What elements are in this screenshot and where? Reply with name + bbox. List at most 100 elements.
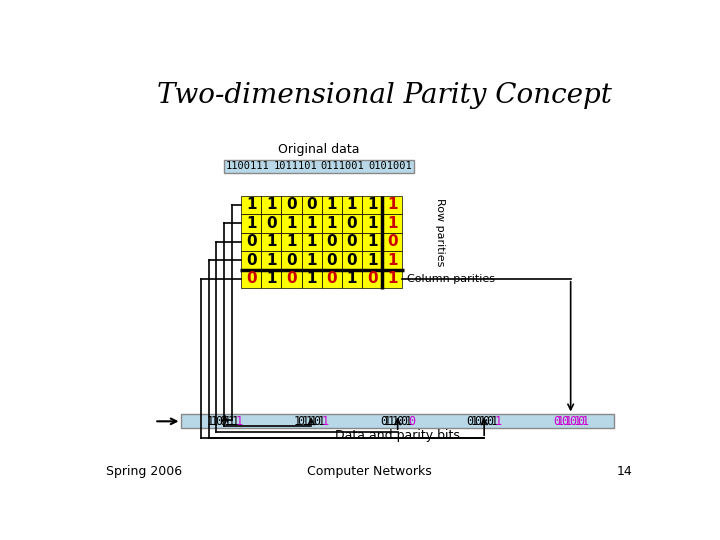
- Text: 0: 0: [219, 415, 226, 428]
- Text: 1: 1: [307, 272, 317, 286]
- Bar: [261, 214, 282, 233]
- Text: 1: 1: [266, 198, 276, 212]
- Bar: [342, 195, 362, 214]
- Bar: [224, 160, 414, 173]
- Text: 1: 1: [246, 198, 256, 212]
- Text: 0: 0: [314, 415, 321, 428]
- Bar: [322, 214, 342, 233]
- Text: Two-dimensional Parity Concept: Two-dimensional Parity Concept: [157, 82, 612, 109]
- Text: 1: 1: [327, 198, 337, 212]
- Text: 1: 1: [287, 216, 297, 231]
- Text: 1: 1: [307, 253, 317, 268]
- Text: 1: 1: [470, 415, 477, 428]
- Bar: [382, 251, 402, 269]
- Bar: [302, 214, 322, 233]
- Text: 0: 0: [577, 415, 585, 428]
- Text: 1: 1: [322, 415, 329, 428]
- Bar: [362, 195, 382, 214]
- Bar: [382, 214, 402, 233]
- Text: 1: 1: [223, 415, 230, 428]
- Text: 0: 0: [306, 198, 317, 212]
- Text: 0111001: 0111001: [321, 161, 364, 171]
- Text: 1: 1: [327, 216, 337, 231]
- Text: 0: 0: [297, 415, 305, 428]
- Bar: [342, 269, 362, 288]
- Text: Original data: Original data: [278, 144, 360, 157]
- Text: 0: 0: [408, 415, 415, 428]
- Bar: [362, 269, 382, 288]
- Text: 1: 1: [367, 253, 377, 268]
- Bar: [342, 251, 362, 269]
- Text: 1: 1: [565, 415, 572, 428]
- Bar: [322, 269, 342, 288]
- Text: 0: 0: [286, 272, 297, 286]
- Bar: [342, 233, 362, 251]
- Bar: [342, 214, 362, 233]
- Text: 0: 0: [346, 253, 357, 268]
- Bar: [282, 233, 302, 251]
- Text: Computer Networks: Computer Networks: [307, 465, 431, 478]
- Bar: [302, 195, 322, 214]
- Text: 1: 1: [228, 415, 235, 428]
- Text: 0: 0: [326, 253, 337, 268]
- Text: 1: 1: [367, 234, 377, 249]
- Text: 0: 0: [346, 234, 357, 249]
- Bar: [282, 251, 302, 269]
- Text: 1: 1: [307, 234, 317, 249]
- Text: 1: 1: [495, 415, 502, 428]
- Bar: [241, 269, 261, 288]
- Text: 1: 1: [235, 415, 243, 428]
- Text: 1: 1: [387, 253, 397, 268]
- Text: 1: 1: [479, 415, 486, 428]
- Text: 1: 1: [367, 198, 377, 212]
- Text: 0: 0: [366, 272, 377, 286]
- Text: Data and parity bits: Data and parity bits: [336, 429, 460, 442]
- Bar: [302, 251, 322, 269]
- Text: 0: 0: [569, 415, 576, 428]
- Text: 0: 0: [326, 234, 337, 249]
- Text: 1: 1: [367, 216, 377, 231]
- Text: 0: 0: [266, 216, 276, 231]
- Bar: [382, 269, 402, 288]
- Bar: [181, 414, 614, 428]
- Text: 1: 1: [287, 234, 297, 249]
- Bar: [382, 233, 402, 251]
- Bar: [241, 233, 261, 251]
- Text: 1: 1: [305, 415, 312, 428]
- Bar: [261, 233, 282, 251]
- Text: 0: 0: [246, 272, 256, 286]
- Text: 1: 1: [581, 415, 588, 428]
- Bar: [241, 195, 261, 214]
- Bar: [302, 269, 322, 288]
- Bar: [322, 195, 342, 214]
- Bar: [261, 269, 282, 288]
- Text: 1: 1: [387, 272, 397, 286]
- Text: 1: 1: [387, 216, 397, 231]
- Text: 1: 1: [266, 272, 276, 286]
- Text: 1: 1: [307, 216, 317, 231]
- Text: 1: 1: [211, 415, 218, 428]
- Text: 0101001: 0101001: [369, 161, 412, 171]
- Text: 0: 0: [400, 415, 408, 428]
- Text: 0: 0: [380, 415, 387, 428]
- Text: 0: 0: [396, 415, 403, 428]
- Text: 1: 1: [405, 415, 411, 428]
- Text: 0: 0: [215, 415, 222, 428]
- Text: 0: 0: [482, 415, 490, 428]
- Bar: [241, 251, 261, 269]
- Bar: [322, 233, 342, 251]
- Text: 1: 1: [557, 415, 564, 428]
- Bar: [261, 195, 282, 214]
- Text: 1: 1: [310, 415, 317, 428]
- Text: 0: 0: [346, 216, 357, 231]
- Bar: [282, 195, 302, 214]
- Text: 0: 0: [246, 253, 256, 268]
- Text: Row parities: Row parities: [435, 199, 444, 267]
- Bar: [362, 214, 382, 233]
- Text: 14: 14: [617, 465, 632, 478]
- Text: 1011101: 1011101: [274, 161, 317, 171]
- Text: 1: 1: [392, 415, 399, 428]
- Bar: [302, 233, 322, 251]
- Text: 1: 1: [491, 415, 498, 428]
- Text: 1: 1: [266, 234, 276, 249]
